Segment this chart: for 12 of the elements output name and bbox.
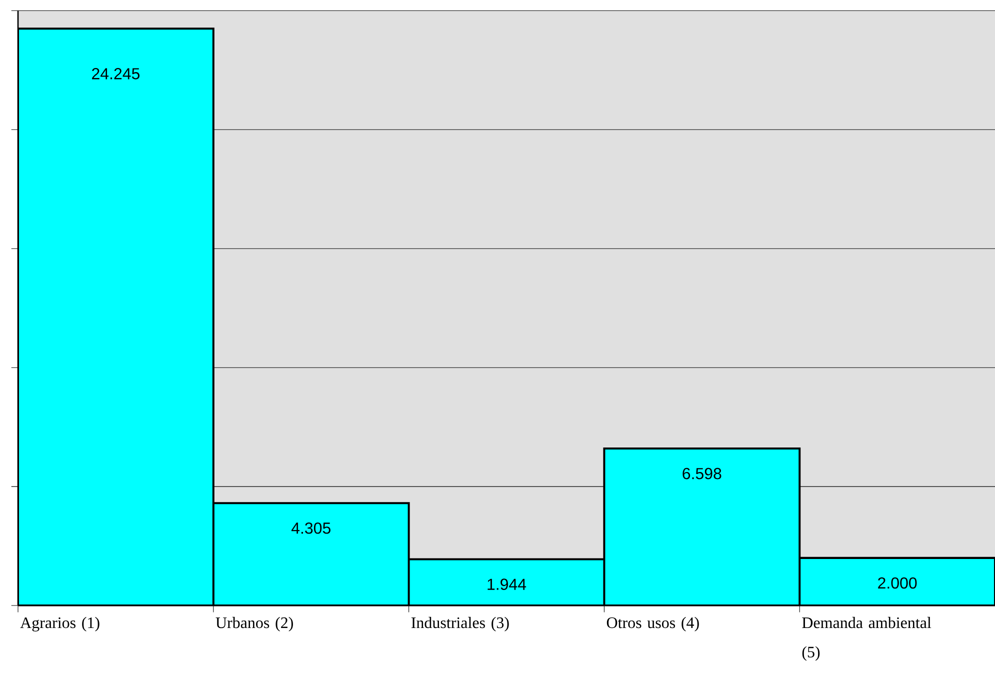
bar [408,558,606,606]
x-tick-label: Urbanos (2) [216,616,293,632]
data-label: 4.305 [291,522,330,534]
x-tick-label: Otros usos (4) [606,616,699,632]
x-tick-label: Industriales (3) [411,616,509,632]
x-tick-label: Demanda ambiental (5) [802,616,932,661]
x-tick-label: Agrarios (1) [20,616,100,632]
data-label: 6.598 [682,468,722,480]
data-label: 24.245 [92,68,140,80]
bar [18,28,214,606]
data-label: 2.000 [878,577,917,589]
data-label: 1.944 [488,578,526,590]
